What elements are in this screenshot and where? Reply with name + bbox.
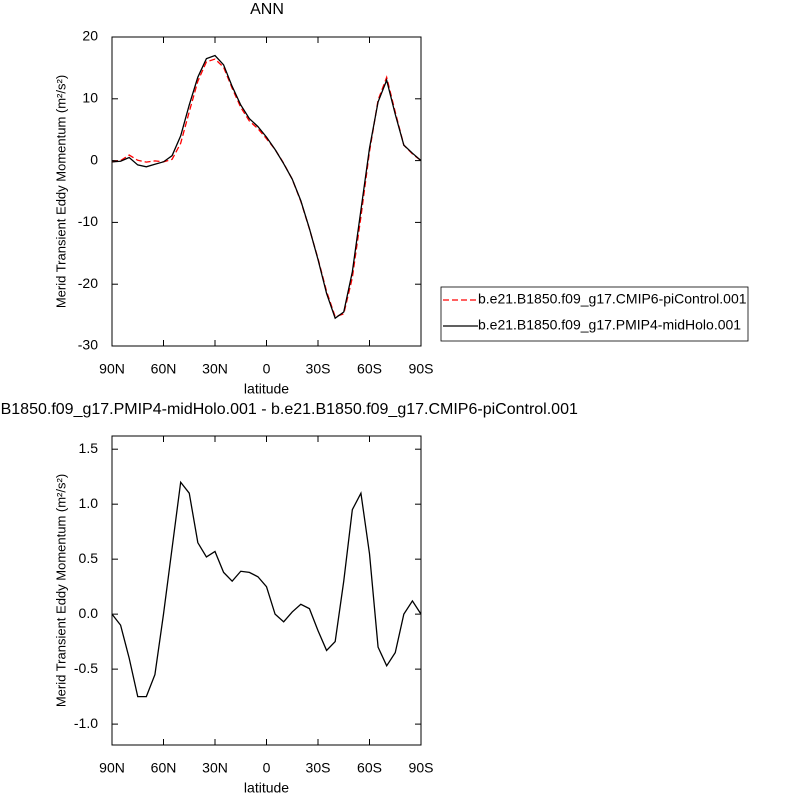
x-tick-label: 30N (202, 361, 228, 377)
chart-title: b.e21.B1850.f09_g17.PMIP4-midHolo.001 - … (0, 401, 578, 418)
y-axis-label: Merid Transient Eddy Momentum (m²/s²) (53, 474, 68, 707)
y-axis-label: Merid Transient Eddy Momentum (m²/s²) (53, 75, 68, 308)
y-tick-label: -0.5 (74, 660, 98, 676)
plot-frame (111, 435, 422, 746)
x-axis-label: latitude (244, 381, 289, 397)
series-line (111, 54, 422, 320)
legend-label: b.e21.B1850.f09_g17.CMIP6-piControl.001 (478, 291, 747, 307)
x-tick-label: 60N (151, 760, 177, 776)
x-tick-label: 0 (263, 760, 271, 776)
x-tick-label: 30S (306, 760, 331, 776)
x-tick-label: 90N (99, 760, 125, 776)
y-tick-label: -1.0 (74, 715, 98, 731)
series-line (111, 480, 422, 698)
plot-frame (111, 36, 422, 347)
y-tick-label: 1.0 (79, 495, 99, 511)
x-tick-label: 60S (357, 760, 382, 776)
x-tick-label: 90S (409, 361, 434, 377)
y-tick-label: 1.5 (79, 440, 99, 456)
y-tick-label: -20 (78, 275, 98, 291)
x-tick-label: 90S (409, 760, 434, 776)
chart-title: ANN (250, 1, 284, 18)
x-axis-label: latitude (244, 780, 289, 796)
x-tick-label: 90N (99, 361, 125, 377)
series-line (111, 58, 422, 318)
legend-label: b.e21.B1850.f09_g17.PMIP4-midHolo.001 (478, 317, 741, 333)
x-tick-label: 60S (357, 361, 382, 377)
y-tick-label: 0.5 (79, 550, 99, 566)
y-tick-label: -10 (78, 213, 98, 229)
x-tick-label: 0 (263, 361, 271, 377)
x-tick-label: 30S (306, 361, 331, 377)
y-tick-label: 0.0 (79, 605, 99, 621)
y-tick-label: 0 (90, 151, 98, 167)
x-tick-label: 30N (202, 760, 228, 776)
y-tick-label: 20 (82, 28, 98, 44)
y-tick-label: 10 (82, 90, 98, 106)
legend-frame (440, 286, 749, 342)
y-tick-label: -30 (78, 337, 98, 353)
x-tick-label: 60N (151, 361, 177, 377)
